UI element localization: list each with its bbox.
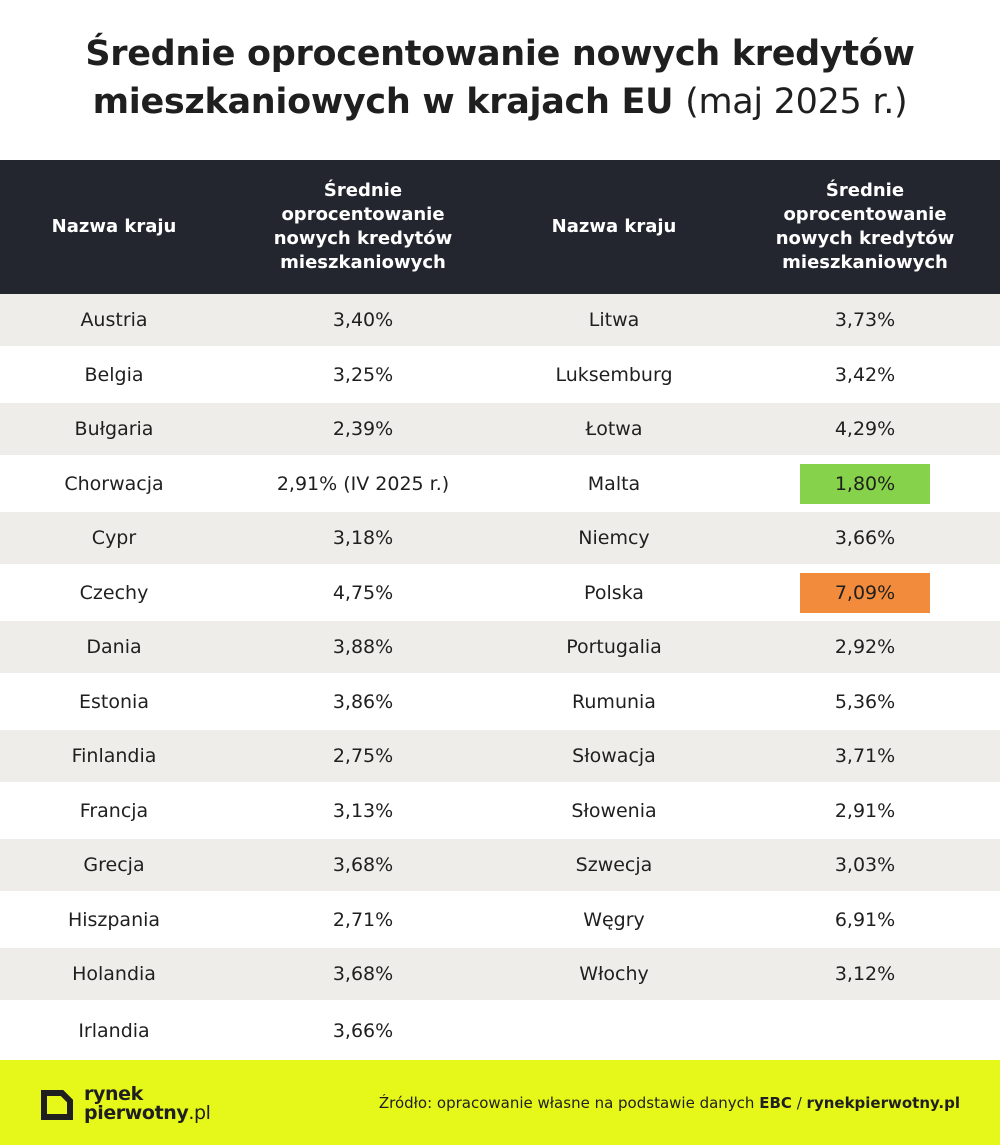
table-row: Grecja 3,68% Szwecja 3,03% [0, 839, 1000, 891]
rate-cell: 3,71% [834, 745, 896, 767]
highlighted-value: 7,09% [800, 572, 930, 613]
table-row: Dania 3,88% Portugalia 2,92% [0, 621, 1000, 673]
rate-cell [730, 1000, 1000, 1061]
rate-cell: 3,68% [332, 963, 394, 985]
table-row: Francja 3,13% Słowenia 2,91% [0, 782, 1000, 839]
rate-cell: 2,75% [332, 745, 394, 767]
column-header-rate-2-text: Średnie oprocentowanie nowych kredytów m… [775, 180, 955, 273]
rate-cell: 4,29% [834, 418, 896, 440]
column-header-rate-1-text: Średnie oprocentowanie nowych kredytów m… [273, 180, 453, 273]
country-cell: Francja [79, 799, 149, 822]
country-cell: Słowacja [572, 745, 656, 767]
source-prefix: Źródło: opracowanie własne na podstawie … [378, 1093, 755, 1112]
rate-cell: 2,91% [834, 799, 896, 822]
rate-cell: 2,39% [332, 418, 394, 440]
table-row: Austria 3,40% Litwa 3,73% [0, 294, 1000, 346]
country-cell: Luksemburg [555, 363, 673, 386]
rate-cell: 3,66% [332, 1019, 394, 1042]
rate-cell: 4,75% [332, 581, 394, 604]
country-cell: Portugalia [566, 636, 662, 658]
country-cell: Czechy [79, 581, 149, 604]
country-cell [498, 1000, 730, 1061]
source-separator: / [796, 1093, 802, 1112]
title-period: (maj 2025 r.) [685, 82, 908, 122]
country-cell: Cypr [91, 527, 137, 549]
rate-cell: 3,68% [332, 854, 394, 876]
country-cell: Finlandia [71, 745, 157, 767]
source-site: rynekpierwotny.pl [806, 1093, 960, 1112]
country-cell: Bułgaria [74, 418, 154, 440]
table-row: Irlandia 3,66% [0, 1000, 1000, 1061]
country-cell: Węgry [583, 908, 645, 931]
column-header-country-2: Nazwa kraju [551, 216, 677, 237]
table-row: Czechy 4,75% Polska 7,09% [0, 564, 1000, 621]
rate-cell: 2,91% (IV 2025 r.) [276, 472, 450, 495]
rate-cell: 3,86% [332, 690, 394, 713]
chart-title: Średnie oprocentowanie nowych kredytów m… [0, 30, 1000, 126]
country-cell: Rumunia [572, 690, 656, 713]
title-line-2: mieszkaniowych w krajach EU (maj 2025 r.… [0, 78, 1000, 126]
column-header-country-1: Nazwa kraju [51, 216, 177, 237]
table-row: Bułgaria 2,39% Łotwa 4,29% [0, 403, 1000, 455]
footer: rynek pierwotny.pl Źródło: opracowanie w… [0, 1060, 1000, 1145]
rate-cell: 1,80% [730, 455, 1000, 512]
rate-cell: 2,71% [332, 908, 394, 931]
country-cell: Malta [587, 472, 641, 495]
table-row: Hiszpania 2,71% Węgry 6,91% [0, 891, 1000, 948]
rate-cell: 7,09% [730, 564, 1000, 621]
logo-suffix: .pl [188, 1102, 211, 1124]
logo-wordmark: rynek pierwotny.pl [84, 1085, 211, 1123]
country-cell: Hiszpania [67, 908, 161, 931]
highlighted-value: 1,80% [800, 463, 930, 504]
title-line-1: Średnie oprocentowanie nowych kredytów [85, 34, 915, 74]
logo-mark-icon [40, 1087, 74, 1121]
country-cell: Niemcy [578, 527, 650, 549]
country-cell: Austria [80, 309, 148, 331]
rate-cell: 3,40% [332, 309, 394, 331]
logo-line-1: rynek [84, 1083, 143, 1105]
country-cell: Słowenia [571, 799, 657, 822]
rate-cell: 3,12% [834, 963, 896, 985]
table-row: Holandia 3,68% Włochy 3,12% [0, 948, 1000, 1000]
rate-cell: 3,25% [332, 363, 394, 386]
rate-cell: 3,03% [834, 854, 896, 876]
rate-cell: 6,91% [834, 908, 896, 931]
country-cell: Polska [584, 581, 644, 604]
rate-cell: 3,73% [834, 309, 896, 331]
rate-cell: 3,66% [834, 527, 896, 549]
country-cell: Holandia [72, 963, 156, 985]
table-row: Finlandia 2,75% Słowacja 3,71% [0, 730, 1000, 782]
country-cell: Grecja [83, 854, 145, 876]
brand-logo: rynek pierwotny.pl [40, 1085, 211, 1123]
table-row: Estonia 3,86% Rumunia 5,36% [0, 673, 1000, 730]
table-row: Belgia 3,25% Luksemburg 3,42% [0, 346, 1000, 403]
source-note: Źródło: opracowanie własne na podstawie … [379, 1060, 960, 1145]
rate-cell: 3,13% [332, 799, 394, 822]
logo-line-2-main: pierwotny [84, 1102, 189, 1124]
country-cell: Belgia [84, 363, 144, 386]
rate-cell: 3,88% [332, 636, 394, 658]
country-cell: Łotwa [585, 418, 643, 440]
title-block: Średnie oprocentowanie nowych kredytów m… [0, 30, 1000, 126]
country-cell: Szwecja [575, 854, 653, 876]
rate-cell: 5,36% [834, 690, 896, 713]
rate-cell: 3,42% [834, 363, 896, 386]
column-header-rate-1: Średnie oprocentowanie nowych kredytów m… [228, 160, 498, 294]
column-header-rate-2: Średnie oprocentowanie nowych kredytów m… [730, 160, 1000, 294]
country-cell: Irlandia [78, 1019, 150, 1042]
country-cell: Estonia [79, 690, 149, 713]
title-line-2-bold: mieszkaniowych w krajach EU [92, 82, 674, 122]
country-cell: Włochy [579, 963, 649, 985]
logo-line-2: pierwotny.pl [84, 1104, 211, 1123]
country-cell: Dania [86, 636, 142, 658]
country-cell: Chorwacja [64, 472, 164, 495]
rate-cell: 2,92% [834, 636, 896, 658]
table-row: Chorwacja 2,91% (IV 2025 r.) Malta 1,80% [0, 455, 1000, 512]
table-header: Nazwa kraju Średnie oprocentowanie nowyc… [0, 160, 1000, 294]
country-cell: Litwa [588, 309, 640, 331]
table-row: Cypr 3,18% Niemcy 3,66% [0, 512, 1000, 564]
source-org: EBC [759, 1093, 792, 1112]
rate-cell: 3,18% [332, 527, 394, 549]
